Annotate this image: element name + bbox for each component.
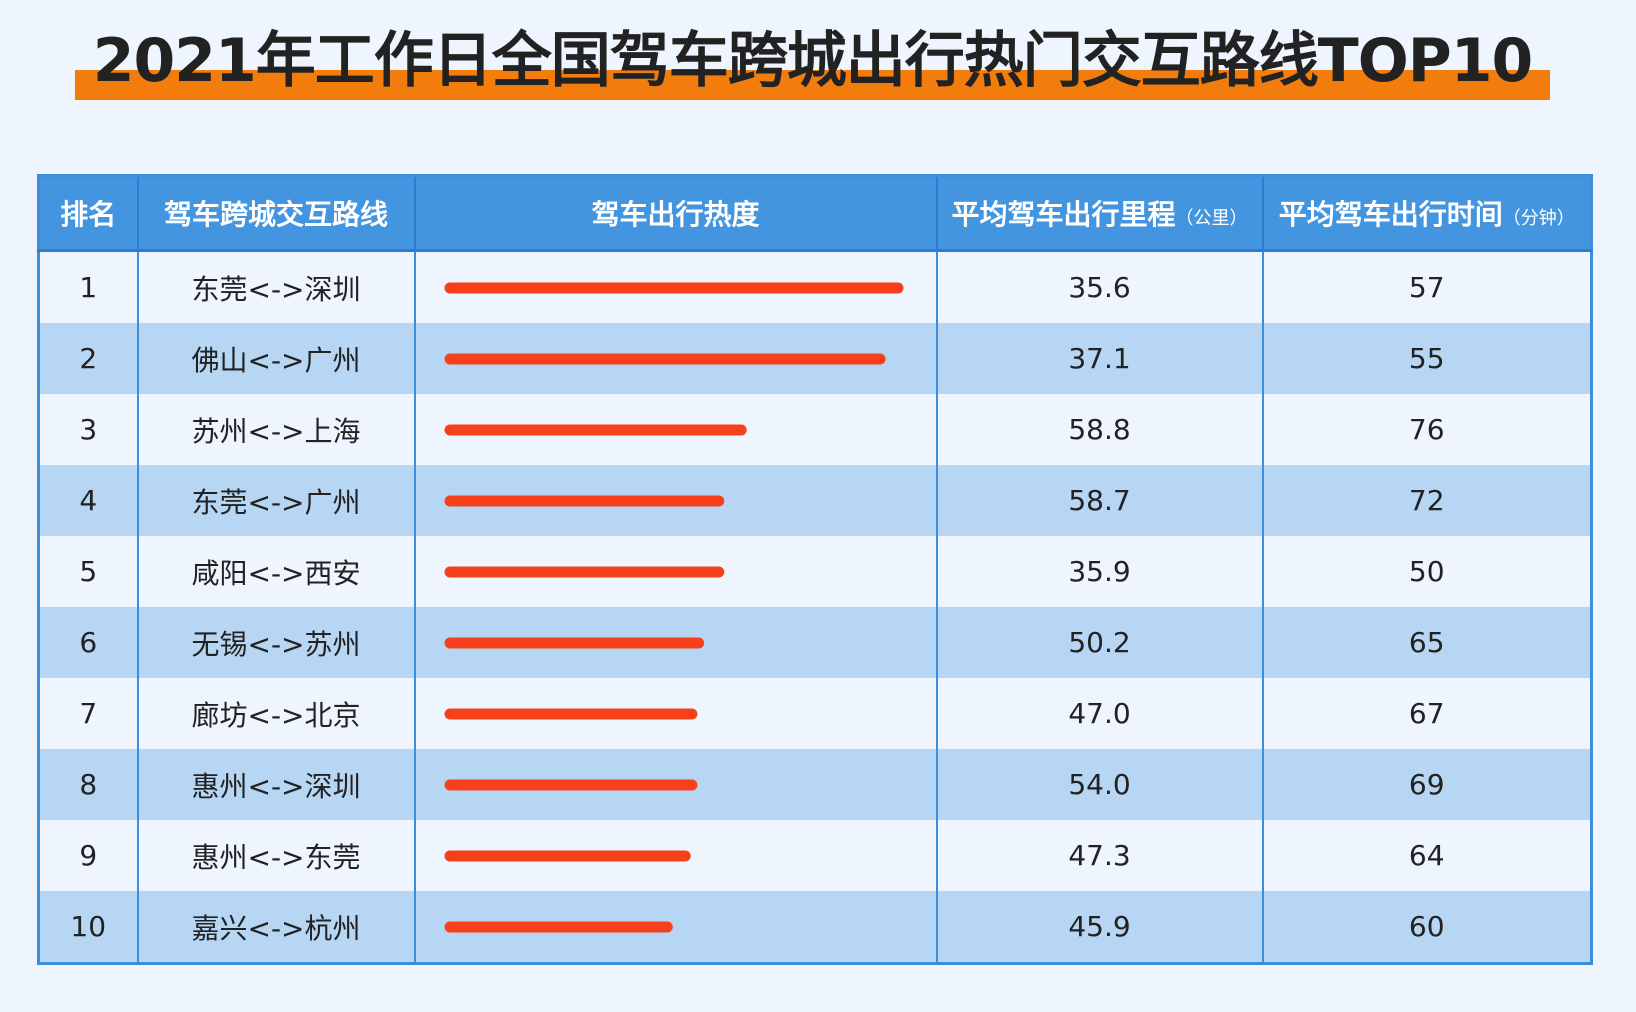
heat-cell [414, 394, 938, 465]
time-cell: 67 [1262, 678, 1592, 749]
distance-cell: 54.0 [936, 749, 1264, 820]
heat-bar-svg [444, 353, 886, 365]
heat-cell [414, 820, 938, 891]
rank-cell: 8 [38, 749, 139, 820]
table-row: 4 东莞<->广州 58.7 72 [38, 465, 1592, 536]
time-cell: 72 [1262, 465, 1592, 536]
heat-bar-svg [444, 495, 724, 507]
heat-cell [414, 465, 938, 536]
table-row: 2 佛山<->广州 37.1 55 [38, 323, 1592, 394]
route-cell: 惠州<->深圳 [137, 749, 416, 820]
time-cell: 69 [1262, 749, 1592, 820]
route-cell: 东莞<->广州 [137, 465, 416, 536]
time-cell: 60 [1262, 891, 1592, 964]
heat-cell [414, 607, 938, 678]
route-cell: 咸阳<->西安 [137, 536, 416, 607]
time-cell: 55 [1262, 323, 1592, 394]
route-cell: 嘉兴<->杭州 [137, 891, 416, 964]
time-cell: 57 [1262, 250, 1592, 323]
rank-cell: 9 [38, 820, 139, 891]
heat-bar-svg [444, 282, 903, 294]
header-route: 驾车跨城交互路线 [137, 175, 416, 252]
heat-bar-svg [444, 424, 747, 436]
table-row: 1 东莞<->深圳 35.6 57 [38, 250, 1592, 323]
heat-cell [414, 536, 938, 607]
header-distance-unit: （公里） [1175, 208, 1248, 229]
rank-cell: 6 [38, 607, 139, 678]
time-cell: 65 [1262, 607, 1592, 678]
time-cell: 76 [1262, 394, 1592, 465]
ranking-table: 排名 驾车跨城交互路线 驾车出行热度 平均驾车出行里程（公里） 平均驾车出行时间… [37, 174, 1593, 965]
header-time: 平均驾车出行时间（分钟） [1262, 175, 1592, 252]
route-cell: 佛山<->广州 [137, 323, 416, 394]
heat-bar-svg [444, 921, 673, 933]
distance-cell: 58.7 [936, 465, 1264, 536]
distance-cell: 50.2 [936, 607, 1264, 678]
heat-bar-svg [444, 637, 704, 649]
title-block: 2021年工作日全国驾车跨城出行热门交互路线TOP10 [75, 22, 1550, 102]
header-heat: 驾车出行热度 [414, 175, 938, 252]
distance-cell: 35.6 [936, 250, 1264, 323]
table-row: 7 廊坊<->北京 47.0 67 [38, 678, 1592, 749]
table-body: 1 东莞<->深圳 35.6 57 2 佛山<->广州 37.1 55 3 苏州<->上海 58.8… [38, 250, 1592, 964]
title-underline [75, 70, 1550, 100]
heat-bar-svg [444, 566, 724, 578]
header-distance: 平均驾车出行里程（公里） [936, 175, 1264, 252]
route-cell: 廊坊<->北京 [137, 678, 416, 749]
rank-cell: 7 [38, 678, 139, 749]
heat-cell [414, 678, 938, 749]
rank-cell: 10 [38, 891, 139, 964]
rank-cell: 5 [38, 536, 139, 607]
heat-cell [414, 323, 938, 394]
route-cell: 苏州<->上海 [137, 394, 416, 465]
route-cell: 东莞<->深圳 [137, 250, 416, 323]
header-time-label: 平均驾车出行时间 [1278, 198, 1503, 231]
distance-cell: 35.9 [936, 536, 1264, 607]
header-rank: 排名 [38, 175, 139, 252]
table-row: 10 嘉兴<->杭州 45.9 60 [38, 891, 1592, 964]
time-cell: 64 [1262, 820, 1592, 891]
distance-cell: 37.1 [936, 323, 1264, 394]
distance-cell: 45.9 [936, 891, 1264, 964]
route-cell: 无锡<->苏州 [137, 607, 416, 678]
rank-cell: 3 [38, 394, 139, 465]
page-title: 2021年工作日全国驾车跨城出行热门交互路线TOP10 [92, 26, 1533, 96]
heat-cell [414, 250, 938, 323]
rank-cell: 1 [38, 250, 139, 323]
distance-cell: 47.0 [936, 678, 1264, 749]
table-row: 3 苏州<->上海 58.8 76 [38, 394, 1592, 465]
heat-bar-svg [444, 708, 697, 720]
table-row: 8 惠州<->深圳 54.0 69 [38, 749, 1592, 820]
heat-bar-svg [444, 779, 697, 791]
table-row: 6 无锡<->苏州 50.2 65 [38, 607, 1592, 678]
route-cell: 惠州<->东莞 [137, 820, 416, 891]
heat-bar-svg [444, 850, 691, 862]
distance-cell: 47.3 [936, 820, 1264, 891]
header-distance-label: 平均驾车出行里程 [951, 198, 1176, 231]
rank-cell: 4 [38, 465, 139, 536]
table-row: 5 咸阳<->西安 35.9 50 [38, 536, 1592, 607]
rank-cell: 2 [38, 323, 139, 394]
heat-cell [414, 749, 938, 820]
table-row: 9 惠州<->东莞 47.3 64 [38, 820, 1592, 891]
heat-cell [414, 891, 938, 964]
header-row: 排名 驾车跨城交互路线 驾车出行热度 平均驾车出行里程（公里） 平均驾车出行时间… [38, 175, 1592, 252]
header-time-unit: （分钟） [1502, 208, 1575, 229]
distance-cell: 58.8 [936, 394, 1264, 465]
time-cell: 50 [1262, 536, 1592, 607]
